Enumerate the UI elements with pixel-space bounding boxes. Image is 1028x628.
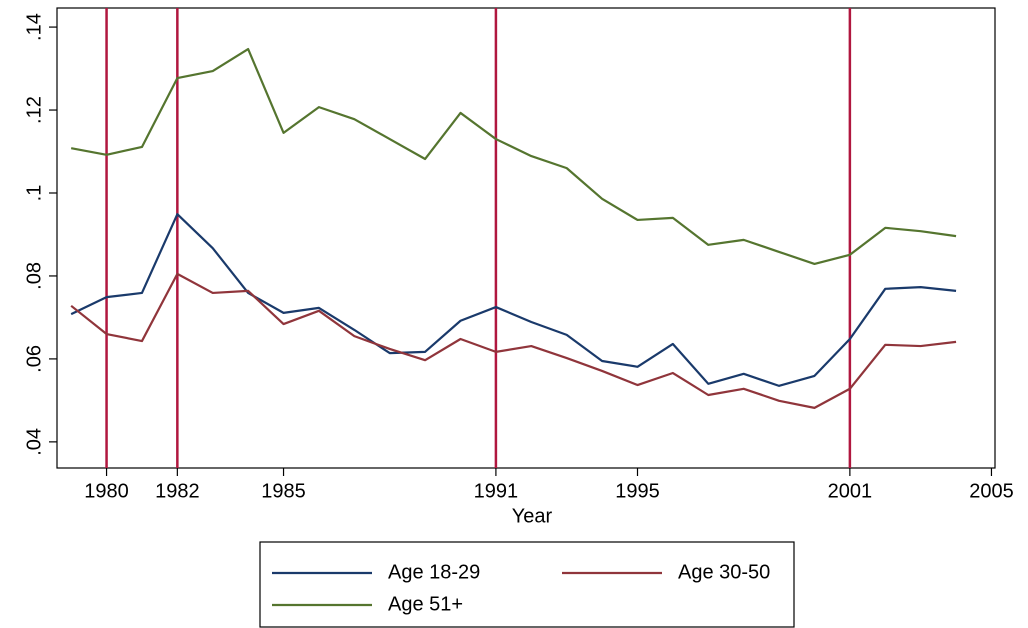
x-tick-label: 2005 bbox=[969, 480, 1014, 502]
legend-box bbox=[259, 541, 795, 628]
x-tick-label: 1982 bbox=[155, 480, 200, 502]
y-tick-label: .08 bbox=[23, 262, 45, 290]
plot-frame bbox=[56, 7, 996, 469]
y-tick-label: .12 bbox=[23, 96, 45, 124]
x-tick-label: 1995 bbox=[615, 480, 660, 502]
legend-label: Age 18-29 bbox=[388, 561, 480, 583]
y-tick-label: .04 bbox=[23, 428, 45, 456]
x-tick-label: 1980 bbox=[84, 480, 129, 502]
x-tick-label: 1991 bbox=[474, 480, 519, 502]
series-line bbox=[70, 47, 957, 266]
x-tick-label: 2001 bbox=[828, 480, 873, 502]
legend-label: Age 51+ bbox=[388, 593, 463, 615]
x-axis-label: Year bbox=[512, 505, 553, 527]
y-tick-label: .1 bbox=[23, 185, 45, 202]
y-tick-label: .06 bbox=[23, 345, 45, 373]
series-line bbox=[70, 213, 957, 387]
y-tick-label: .14 bbox=[23, 13, 45, 41]
series-line bbox=[70, 272, 957, 409]
legend-label: Age 30-50 bbox=[678, 561, 770, 583]
x-tick-label: 1985 bbox=[261, 480, 306, 502]
